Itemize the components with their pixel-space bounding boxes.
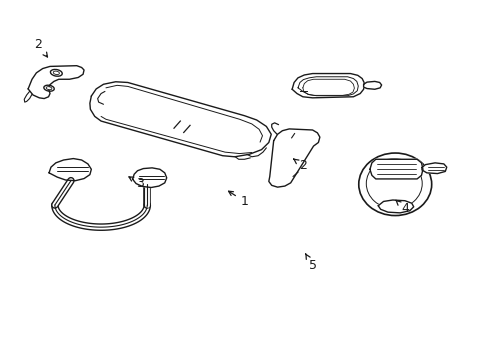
Polygon shape <box>363 81 381 89</box>
Polygon shape <box>291 73 364 98</box>
Text: 3: 3 <box>129 177 143 190</box>
Text: 2: 2 <box>34 38 47 57</box>
Polygon shape <box>132 168 166 188</box>
Polygon shape <box>377 200 413 213</box>
Polygon shape <box>90 82 271 157</box>
Text: 1: 1 <box>228 191 248 208</box>
Text: 4: 4 <box>395 200 408 215</box>
Polygon shape <box>49 158 91 181</box>
Polygon shape <box>369 159 422 179</box>
Ellipse shape <box>53 71 59 75</box>
Polygon shape <box>28 66 84 99</box>
Ellipse shape <box>366 158 421 208</box>
Text: 5: 5 <box>305 254 316 272</box>
Ellipse shape <box>358 153 431 216</box>
Ellipse shape <box>46 87 52 90</box>
Polygon shape <box>268 129 319 187</box>
Polygon shape <box>421 163 446 174</box>
Text: 2: 2 <box>293 159 306 172</box>
